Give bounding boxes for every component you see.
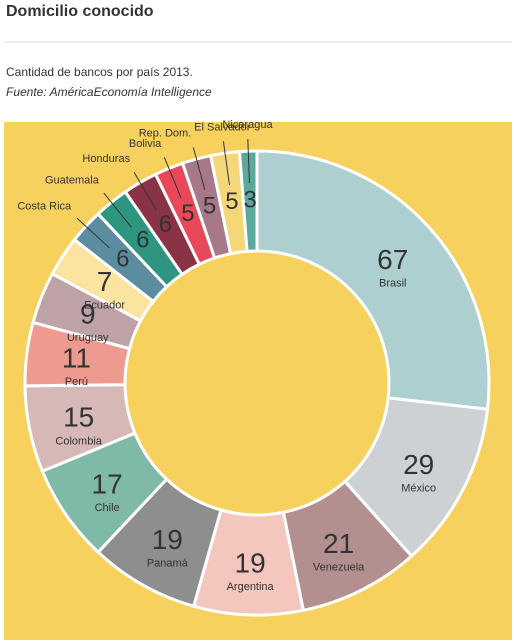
donut-segment bbox=[255, 149, 491, 411]
value-label: 7 bbox=[97, 266, 113, 297]
chart-title: Domicilio conocido bbox=[6, 3, 154, 20]
category-label: Bolivia bbox=[129, 138, 162, 150]
category-label: Honduras bbox=[82, 153, 130, 165]
value-label: 11 bbox=[62, 343, 91, 374]
source: Fuente: AméricaEconomía Intelligence bbox=[6, 85, 212, 99]
category-label: Colombia bbox=[55, 435, 102, 447]
value-label: 29 bbox=[403, 449, 434, 480]
value-label: 6 bbox=[116, 245, 129, 272]
value-label: 67 bbox=[377, 244, 408, 275]
category-label: Perú bbox=[65, 376, 88, 388]
value-label: 5 bbox=[181, 200, 194, 227]
leader-line bbox=[163, 157, 182, 199]
value-label: 6 bbox=[159, 211, 172, 238]
category-label: Venezuela bbox=[313, 562, 365, 574]
leader-line bbox=[222, 141, 230, 185]
leader-line bbox=[76, 217, 110, 249]
category-label: Costa Rica bbox=[17, 201, 72, 213]
value-label: 5 bbox=[203, 193, 216, 220]
donut-segment bbox=[237, 149, 259, 253]
category-label: Chile bbox=[95, 502, 120, 514]
value-label: 19 bbox=[235, 547, 266, 578]
value-label: 17 bbox=[92, 469, 123, 500]
category-label: Uruguay bbox=[67, 332, 109, 344]
value-label: 9 bbox=[80, 298, 96, 329]
category-label: Panamá bbox=[147, 557, 189, 569]
leader-line bbox=[192, 147, 206, 191]
category-label: Brasil bbox=[379, 278, 407, 290]
value-label: 3 bbox=[243, 186, 256, 213]
leader-line bbox=[247, 139, 250, 184]
value-label: 5 bbox=[225, 188, 238, 215]
category-label: Argentina bbox=[227, 581, 275, 593]
value-label: 19 bbox=[152, 524, 183, 555]
leader-line bbox=[133, 171, 157, 211]
category-label: Rep. Dom. bbox=[139, 128, 192, 140]
category-label: El Salvador bbox=[194, 121, 251, 133]
category-label: Guatemala bbox=[45, 175, 100, 187]
leader-line bbox=[103, 192, 132, 228]
category-label: Ecuador bbox=[84, 299, 125, 311]
subtitle: Cantidad de bancos por país 2013. bbox=[6, 65, 193, 79]
value-label: 15 bbox=[63, 402, 94, 433]
value-label: 21 bbox=[323, 528, 354, 559]
category-label: México bbox=[401, 483, 436, 495]
category-label: Nicaragua bbox=[222, 119, 273, 131]
value-label: 6 bbox=[136, 227, 149, 254]
